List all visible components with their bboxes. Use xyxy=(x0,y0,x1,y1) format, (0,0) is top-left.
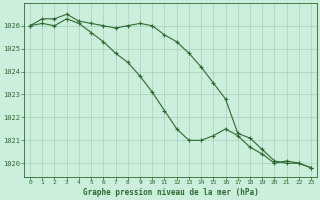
X-axis label: Graphe pression niveau de la mer (hPa): Graphe pression niveau de la mer (hPa) xyxy=(83,188,259,197)
